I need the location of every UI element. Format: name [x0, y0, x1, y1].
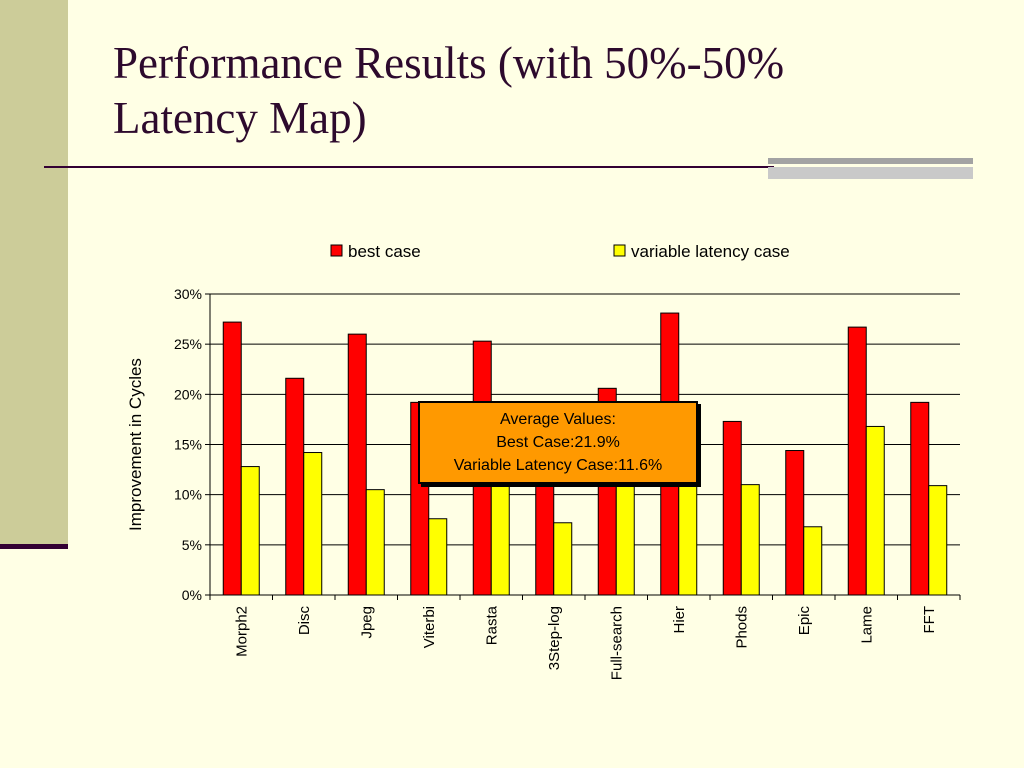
x-tick-label: Jpeg	[358, 606, 375, 639]
variable-latency-bar	[865, 425, 885, 596]
callout-heading: Average Values:	[500, 411, 616, 428]
x-tick-label: Rasta	[483, 605, 500, 645]
best-case-bar	[722, 420, 742, 596]
best-case-bar	[222, 321, 242, 596]
best-case-bar	[347, 333, 367, 596]
x-tick-label: Viterbi	[421, 606, 438, 648]
best-case-bar	[910, 401, 930, 596]
title-line-2: Latency Map)	[113, 93, 367, 143]
side-rule	[0, 544, 68, 549]
x-tick-label: FFT	[921, 606, 938, 634]
page-title: Performance Results (with 50%-50% Latenc…	[113, 36, 993, 146]
y-tick-label: 15%	[174, 437, 202, 453]
variable-latency-bar	[678, 478, 698, 596]
callout-best-case: Best Case:21.9%	[496, 434, 620, 451]
x-tick-label: Disc	[296, 606, 313, 636]
legend-label-variable-latency: variable latency case	[631, 242, 790, 261]
x-tick-label: Hier	[671, 606, 688, 634]
title-line-1: Performance Results (with 50%-50%	[113, 38, 785, 88]
x-tick-label: Lame	[858, 606, 875, 644]
x-tick-label: Phods	[733, 606, 750, 649]
title-accent-bar	[768, 158, 973, 164]
y-tick-label: 5%	[182, 537, 202, 553]
legend-label-best-case: best case	[348, 242, 421, 261]
x-tick-label: 3Step-log	[546, 606, 563, 670]
variable-latency-bar	[928, 485, 948, 596]
variable-latency-bar	[553, 522, 573, 596]
callout-variable-latency: Variable Latency Case:11.6%	[453, 457, 663, 474]
variable-latency-bar	[803, 526, 823, 596]
side-band	[0, 0, 68, 545]
best-case-bar	[285, 377, 305, 596]
variable-latency-bar	[615, 482, 635, 596]
variable-latency-bar	[740, 484, 760, 596]
variable-latency-bar	[240, 466, 260, 596]
y-tick-label: 20%	[174, 386, 202, 402]
legend-swatch-best-case	[330, 244, 343, 257]
x-tick-label: Morph2	[233, 606, 250, 657]
variable-latency-bar	[428, 518, 448, 596]
x-tick-label: Epic	[796, 606, 813, 636]
variable-latency-bar	[365, 489, 385, 596]
best-case-bar	[785, 450, 805, 596]
x-tick-label: Full-search	[608, 606, 625, 680]
variable-latency-bar	[303, 452, 323, 596]
y-axis-title: Improvement in Cycles	[126, 358, 145, 531]
average-values-callout: Average Values: Best Case:21.9% Variable…	[418, 401, 698, 484]
variable-latency-bar	[490, 479, 510, 596]
y-tick-label: 10%	[174, 487, 202, 503]
title-rule	[44, 166, 774, 168]
y-tick-label: 30%	[174, 286, 202, 302]
title-accent-bar-shadow	[768, 167, 973, 179]
legend-swatch-variable-latency	[613, 244, 626, 257]
best-case-bar	[847, 326, 867, 596]
y-tick-label: 25%	[174, 336, 202, 352]
y-tick-label: 0%	[182, 587, 202, 603]
